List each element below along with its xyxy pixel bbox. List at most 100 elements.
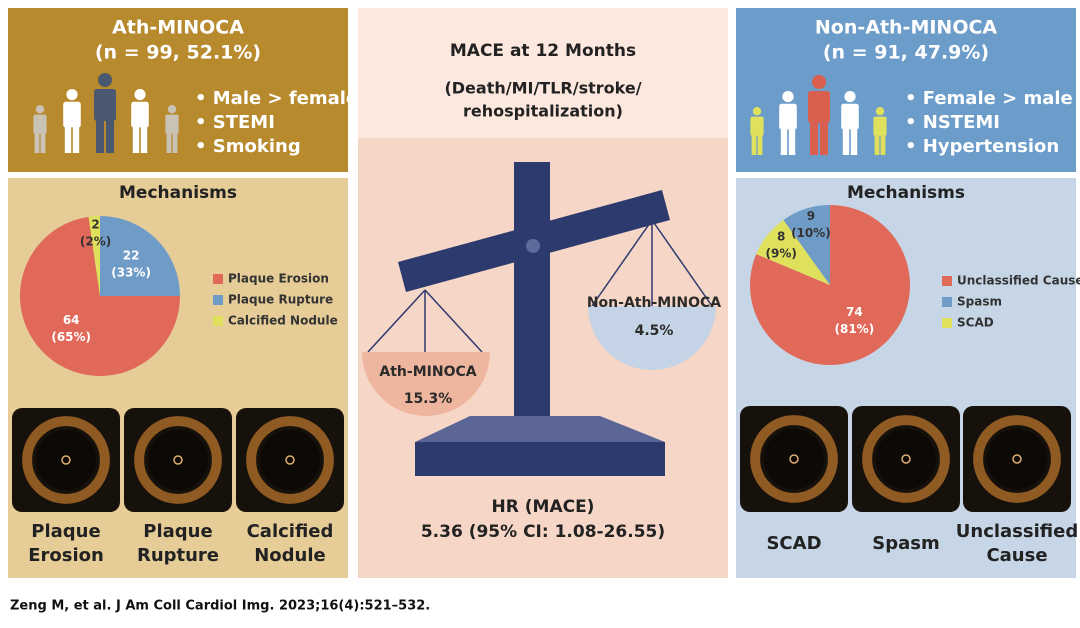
person-leg [850, 127, 858, 155]
pie-slice [750, 205, 911, 366]
slice-percent: (10%) [791, 226, 831, 240]
mechanisms-title: Mechanisms [119, 183, 237, 203]
pan-label: Non-Ath-MINOCA [587, 295, 721, 311]
slice-value: 64 [63, 313, 80, 327]
person-body [750, 116, 764, 136]
legend-swatch [942, 276, 952, 286]
left-header-panel [8, 8, 348, 172]
oct-ring [246, 416, 334, 504]
image-label: Unclassified [956, 521, 1078, 542]
person-leg [842, 127, 850, 155]
person-body [779, 103, 797, 130]
slice-value: 9 [807, 209, 815, 223]
legend-label: Spasm [957, 295, 1002, 309]
person-leg [140, 125, 148, 153]
image-label: Erosion [28, 545, 104, 566]
image-label: Calcified [247, 521, 334, 542]
person-icon [165, 105, 179, 153]
person-icon [750, 107, 764, 155]
pan-value: 4.5% [635, 323, 674, 339]
slice-value: 74 [846, 305, 863, 319]
pan-label: Ath-MINOCA [379, 364, 476, 380]
image-label: Plaque [143, 521, 212, 542]
oct-ring [862, 415, 950, 503]
pie-slice [88, 216, 100, 296]
person-leg [64, 125, 72, 153]
right-subtitle: (n = 91, 47.9%) [823, 42, 989, 64]
person-leg [751, 134, 757, 155]
legend-swatch [213, 295, 223, 305]
pan-value: 15.3% [404, 391, 453, 407]
legend-label: Plaque Rupture [228, 293, 333, 307]
center-subtitle: (Death/MI/TLR/stroke/ [444, 79, 641, 98]
oct-catheter [1012, 454, 1022, 464]
person-body [841, 103, 859, 130]
person-body [165, 114, 179, 134]
left-feature: • STEMI [195, 112, 275, 133]
person-body [94, 89, 116, 121]
person-body [33, 114, 47, 134]
oct-image [236, 408, 344, 512]
oct-catheter [61, 455, 71, 465]
oct-lumen [147, 429, 209, 491]
person-body [63, 101, 81, 128]
person-head [782, 91, 794, 103]
left-feature: • Smoking [195, 136, 301, 157]
legend-swatch [942, 297, 952, 307]
person-leg [757, 134, 763, 155]
left-feature: • Male > female [195, 88, 358, 109]
person-head [875, 107, 885, 116]
image-label: Plaque [31, 521, 100, 542]
image-label: SCAD [766, 533, 821, 554]
person-leg [166, 132, 172, 153]
person-leg [72, 125, 80, 153]
legend-swatch [213, 316, 223, 326]
oct-catheter [789, 454, 799, 464]
left-title: Ath-MINOCA [112, 17, 244, 39]
slice-percent: (2%) [80, 234, 111, 248]
person-icon [131, 89, 149, 153]
legend-label: Plaque Erosion [228, 272, 329, 286]
image-label: Rupture [137, 545, 219, 566]
person-icon [33, 105, 47, 153]
legend-label: Unclassified Cause [957, 274, 1080, 288]
person-icon [779, 91, 797, 155]
legend-swatch [942, 318, 952, 328]
pie-slice [100, 216, 180, 296]
center-title: MACE at 12 Months [450, 41, 636, 61]
image-label: Spasm [872, 533, 939, 554]
image-label: Cause [986, 545, 1047, 566]
oct-image [12, 408, 120, 512]
oct-ring [750, 415, 838, 503]
person-leg [96, 119, 104, 153]
person-leg [132, 125, 140, 153]
person-head [844, 91, 856, 103]
oct-ring [973, 415, 1061, 503]
person-icon [873, 107, 887, 155]
legend-label: Calcified Nodule [228, 314, 338, 328]
oct-catheter [285, 455, 295, 465]
hr-title: HR (MACE) [492, 497, 595, 517]
person-head [66, 89, 78, 101]
oct-ring [22, 416, 110, 504]
image-label: Nodule [254, 545, 326, 566]
person-leg [788, 127, 796, 155]
slice-percent: (65%) [51, 330, 91, 344]
balance-scale [362, 162, 716, 476]
person-head [98, 73, 112, 87]
person-leg [106, 119, 114, 153]
person-leg [820, 121, 828, 155]
person-body [131, 101, 149, 128]
pie-slice [783, 205, 830, 285]
oct-image [124, 408, 232, 512]
oct-lumen [259, 429, 321, 491]
center-header-panel [358, 8, 728, 138]
citation: Zeng M, et al. J Am Coll Cardiol Img. 20… [10, 599, 430, 614]
right-feature: • Hypertension [905, 136, 1059, 157]
hr-value: 5.36 (95% CI: 1.08-26.55) [421, 522, 665, 542]
person-head [134, 89, 146, 101]
person-icon [841, 91, 859, 155]
person-body [808, 91, 830, 123]
mechanisms-title: Mechanisms [847, 183, 965, 203]
